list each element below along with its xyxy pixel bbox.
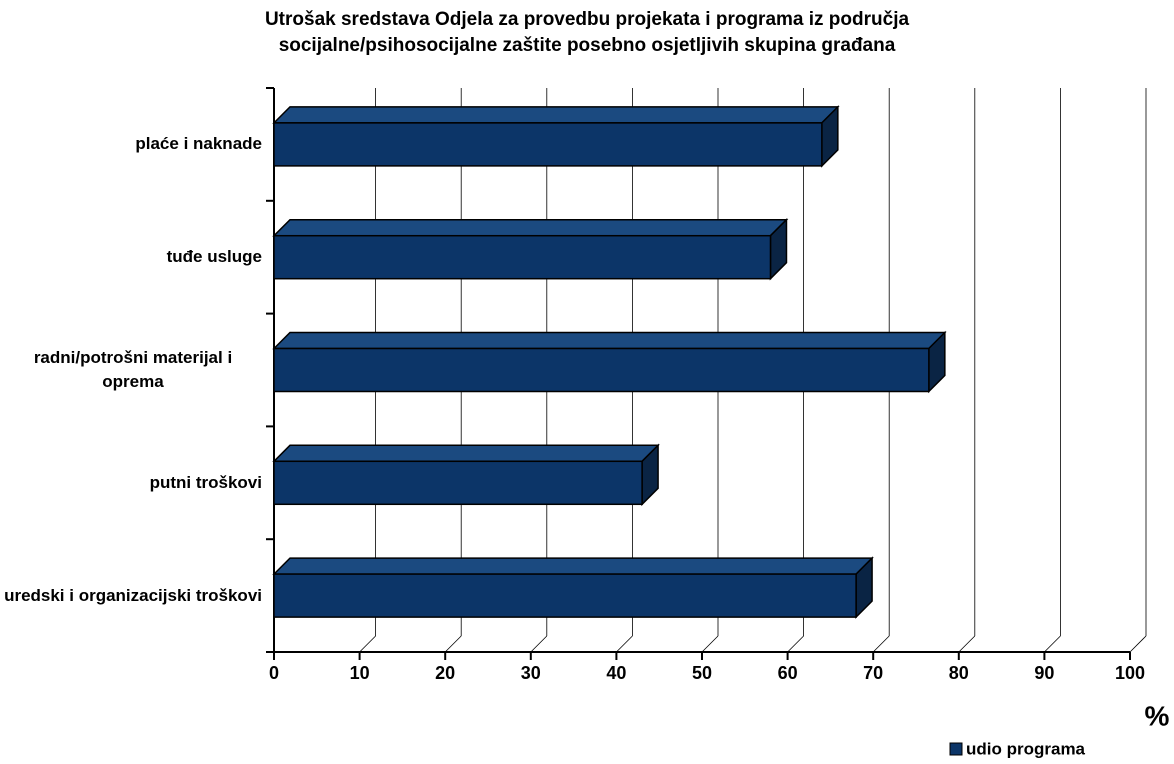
grid-line — [530, 635, 548, 653]
chart-title: socijalne/psihosocijalne zaštite posebno… — [279, 35, 896, 56]
x-tick-label: 50 — [692, 663, 712, 683]
legend-label: udio programa — [966, 739, 1086, 758]
x-tick-label: 90 — [1034, 663, 1054, 683]
y-tick-label: putni troškovi — [149, 472, 262, 492]
x-tick-label: 0 — [269, 663, 279, 683]
bar-top — [272, 331, 947, 350]
grid-line — [958, 635, 976, 653]
bar-top — [272, 444, 660, 463]
x-tick-label: 40 — [606, 663, 626, 683]
y-tick-label: tuđe usluge — [166, 247, 262, 267]
grid-line — [872, 635, 890, 653]
bar — [273, 573, 857, 618]
x-tick-label: 70 — [863, 663, 883, 683]
x-tick-label: 30 — [521, 663, 541, 683]
bar-top — [272, 218, 789, 237]
x-tick-label: 100 — [1115, 663, 1145, 683]
x-tick-label: 20 — [435, 663, 455, 683]
grid-line — [1044, 635, 1061, 653]
grid-line — [787, 635, 804, 653]
grid-line — [1129, 635, 1147, 653]
x-axis-label: % — [1145, 700, 1170, 731]
y-tick-label: radni/potrošni materijal i oprema — [33, 348, 233, 391]
bar-top — [272, 106, 840, 124]
chart-title: Utrošak sredstava Odjela za provedbu pro… — [265, 9, 910, 30]
x-tick-label: 60 — [778, 663, 798, 683]
bar — [273, 122, 823, 167]
y-tick-label: plaće i naknade — [135, 134, 262, 154]
grid-line — [359, 635, 376, 653]
grid-line — [444, 635, 462, 653]
bar — [273, 460, 643, 506]
bar — [273, 234, 772, 280]
grid-line — [616, 635, 633, 653]
bar — [273, 347, 930, 393]
legend-swatch — [949, 742, 963, 756]
x-tick-label: 80 — [949, 663, 969, 683]
x-tick-label: 10 — [350, 663, 370, 683]
bar-top — [272, 557, 874, 575]
y-tick-label: uredski i organizacijski troškovi — [4, 585, 262, 605]
grid-line — [701, 635, 719, 653]
